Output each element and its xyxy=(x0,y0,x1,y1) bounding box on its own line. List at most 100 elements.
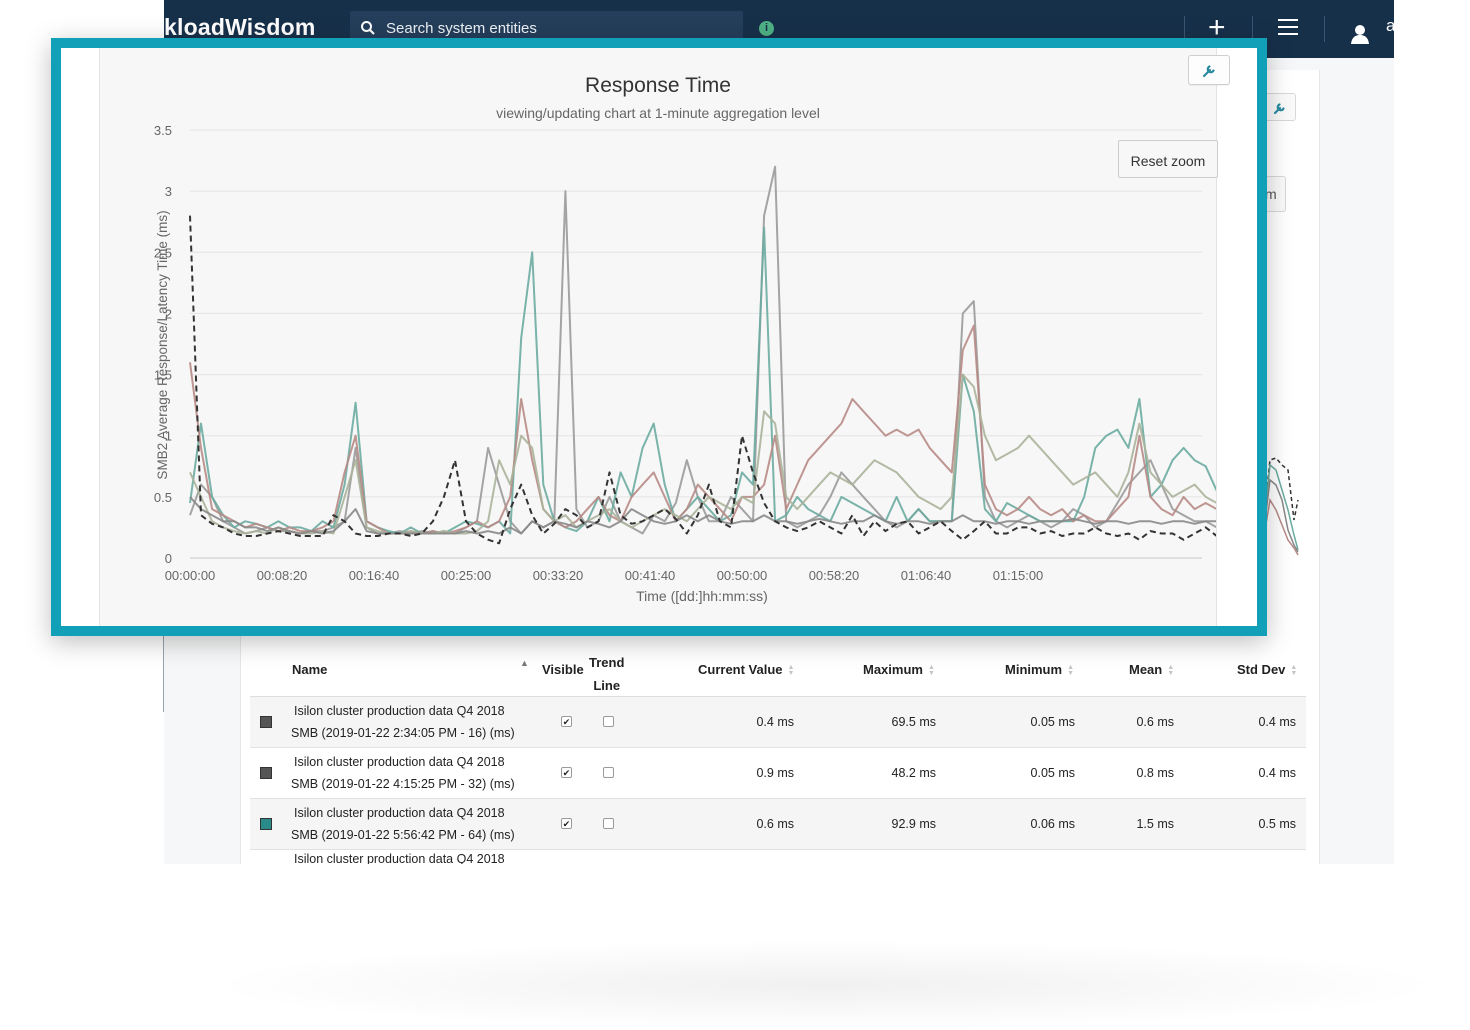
table-row[interactable]: Isilon cluster production data Q4 2018 SM… xyxy=(250,697,1306,748)
y-axis-label: SMB2 Average Response/Latency Time (ms) xyxy=(155,210,170,479)
maximum-value: 69.5 ms xyxy=(891,715,936,729)
divider xyxy=(163,600,164,712)
row-name-line2: SMB (2019-01-22 2:34:05 PM - 16) (ms) xyxy=(291,726,515,740)
minimum-value: 0.05 ms xyxy=(1030,715,1075,729)
current-value: 0.4 ms xyxy=(756,715,794,729)
row-name-line1: Isilon cluster production data Q4 2018 xyxy=(294,755,505,769)
y-tick-label: 0.5 xyxy=(154,490,172,505)
col-trend-line[interactable]: Trend Line xyxy=(589,655,625,693)
std-dev-value: 0.4 ms xyxy=(1258,715,1296,729)
series-line-2 xyxy=(189,226,1216,535)
series-color-swatch xyxy=(260,767,272,779)
col-std-dev[interactable]: Std Dev ▲ ▼ xyxy=(1237,662,1298,677)
row-name-line1: Isilon cluster production data Q4 2018 xyxy=(294,806,505,820)
col-name[interactable]: Name xyxy=(292,662,328,677)
sort-icon[interactable]: ▲ ▼ xyxy=(1290,663,1298,677)
visible-checkbox[interactable]: ✔ xyxy=(561,818,572,829)
std-dev-value: 0.5 ms xyxy=(1258,817,1296,831)
maximum-value: 92.9 ms xyxy=(891,817,936,831)
row-name-line2: SMB (2019-01-22 5:56:42 PM - 64) (ms) xyxy=(291,828,515,842)
y-tick-label: 2.5 xyxy=(154,245,172,260)
table-body: Isilon cluster production data Q4 2018 SM… xyxy=(250,697,1306,850)
chart-highlight-frame: Response Time viewing/updating chart at … xyxy=(51,38,1267,636)
chart-title: Response Time xyxy=(585,74,731,97)
y-tick-label: 1 xyxy=(165,429,172,444)
trend-line-checkbox[interactable] xyxy=(603,818,614,829)
search-icon xyxy=(360,20,376,40)
sort-icon[interactable]: ▲ ▼ xyxy=(787,663,795,677)
series-color-swatch xyxy=(260,716,272,728)
series-line-5 xyxy=(189,496,1216,535)
col-visible[interactable]: Visible xyxy=(542,662,584,677)
sort-icon[interactable]: ▲ ▼ xyxy=(1167,663,1175,677)
brand-logo: kloadWisdom xyxy=(164,14,316,40)
minimum-value: 0.05 ms xyxy=(1030,766,1075,780)
sort-icon[interactable]: ▲ ▼ xyxy=(1067,663,1074,677)
y-tick-label: 0 xyxy=(165,551,172,566)
series-color-swatch xyxy=(260,818,272,830)
x-tick-label: 00:50:00 xyxy=(717,568,768,583)
minimum-value: 0.06 ms xyxy=(1030,817,1075,831)
info-icon[interactable]: i xyxy=(759,21,774,36)
col-maximum[interactable]: Maximum ▲ ▼ xyxy=(863,662,935,677)
search-placeholder: Search system entities xyxy=(386,20,537,37)
shadow xyxy=(200,940,1450,1030)
mean-value: 0.6 ms xyxy=(1136,715,1174,729)
x-tick-label: 00:41:40 xyxy=(625,568,676,583)
header-divider xyxy=(1184,16,1185,42)
mean-value: 0.8 ms xyxy=(1136,766,1174,780)
trend-line-checkbox[interactable] xyxy=(603,767,614,778)
chart-subtitle: viewing/updating chart at 1-minute aggre… xyxy=(496,105,820,121)
wrench-icon xyxy=(1202,65,1215,78)
header-divider xyxy=(1252,16,1253,42)
current-value: 0.9 ms xyxy=(756,766,794,780)
current-value: 0.6 ms xyxy=(756,817,794,831)
x-tick-label: 00:08:20 xyxy=(257,568,308,583)
table-row[interactable]: Isilon cluster production data Q4 2018 SM… xyxy=(250,799,1306,850)
col-current-value[interactable]: Current Value ▲ ▼ xyxy=(698,662,795,677)
trend-line-checkbox[interactable] xyxy=(603,716,614,727)
series-line-4 xyxy=(189,373,1216,535)
row-name-partial: Isilon cluster production data Q4 2018 xyxy=(294,852,505,864)
stats-table: Name ▲ Visible Trend Line Current Value ▲ ▼… xyxy=(250,640,1306,864)
x-tick-label: 00:25:00 xyxy=(441,568,492,583)
y-tick-label: 1.5 xyxy=(154,368,172,383)
user-name[interactable]: a xyxy=(1386,16,1396,35)
std-dev-value: 0.4 ms xyxy=(1258,766,1296,780)
response-time-chart[interactable]: 0 0.5 1 1.5 2 2.5 3 3.5 00:00:00 00:08:20 00:16:40… xyxy=(100,48,1216,626)
plus-icon[interactable]: + xyxy=(1208,11,1226,44)
mean-value: 1.5 ms xyxy=(1136,817,1174,831)
table-row[interactable]: Isilon cluster production data Q4 2018 SM… xyxy=(250,748,1306,799)
header-divider xyxy=(1324,16,1325,42)
y-tick-label: 2 xyxy=(165,306,172,321)
reset-zoom-button[interactable]: Reset zoom xyxy=(1118,140,1218,178)
x-tick-label: 00:33:20 xyxy=(533,568,584,583)
user-icon[interactable] xyxy=(1350,24,1370,49)
col-minimum[interactable]: Minimum ▲ ▼ xyxy=(1005,662,1074,677)
sort-icon[interactable]: ▲ ▼ xyxy=(927,663,935,677)
visible-checkbox[interactable]: ✔ xyxy=(561,767,572,778)
maximum-value: 48.2 ms xyxy=(891,766,936,780)
bg-chart-fragment xyxy=(1262,457,1299,556)
x-tick-label: 01:06:40 xyxy=(901,568,952,583)
table-row[interactable]: Isilon cluster production data Q4 2018 xyxy=(250,850,1306,864)
wrench-icon xyxy=(1273,103,1285,115)
menu-icon[interactable] xyxy=(1278,19,1298,40)
x-axis-label: Time ([dd:]hh:mm:ss) xyxy=(636,588,768,604)
series-line-1 xyxy=(189,165,1216,535)
x-tick-label: 01:15:00 xyxy=(993,568,1044,583)
y-tick-label: 3 xyxy=(165,184,172,199)
y-tick-label: 3.5 xyxy=(154,123,172,138)
sort-asc-icon[interactable]: ▲ xyxy=(520,658,529,668)
x-tick-label: 00:16:40 xyxy=(349,568,400,583)
table-header: Name ▲ Visible Trend Line Current Value ▲ ▼… xyxy=(250,640,1306,697)
series-line-0 xyxy=(189,215,1216,545)
visible-checkbox[interactable]: ✔ xyxy=(561,716,572,727)
bg-settings-button[interactable] xyxy=(1262,93,1296,121)
chart-card: Response Time viewing/updating chart at … xyxy=(99,48,1230,626)
col-mean[interactable]: Mean ▲ ▼ xyxy=(1129,662,1175,677)
chart-settings-button[interactable] xyxy=(1188,55,1230,85)
x-tick-label: 00:00:00 xyxy=(165,568,216,583)
x-tick-label: 00:58:20 xyxy=(809,568,860,583)
row-name-line2: SMB (2019-01-22 4:15:25 PM - 32) (ms) xyxy=(291,777,515,791)
